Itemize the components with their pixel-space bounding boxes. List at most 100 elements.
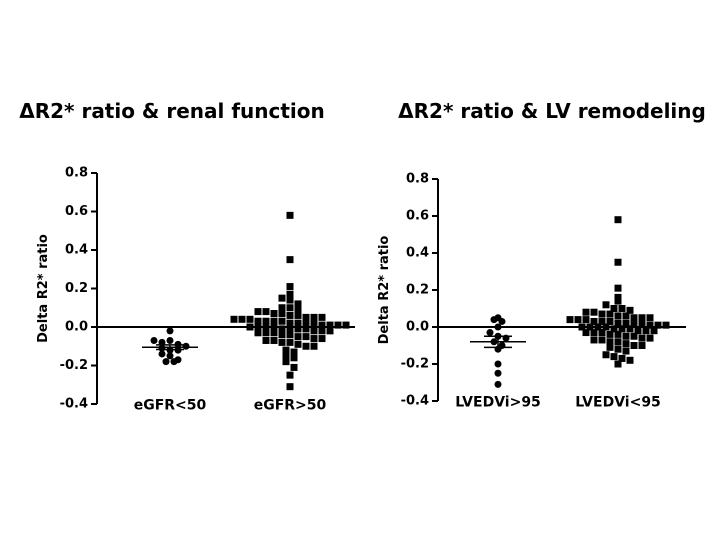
data-point xyxy=(646,334,654,342)
data-point xyxy=(326,321,334,329)
data-point xyxy=(286,296,294,304)
data-point xyxy=(578,323,586,331)
data-point xyxy=(614,258,622,266)
data-point xyxy=(566,316,574,324)
data-point xyxy=(286,371,294,379)
data-point xyxy=(166,336,174,344)
data-point xyxy=(326,327,334,335)
data-point xyxy=(286,338,294,346)
y-tick-label: 0.4 xyxy=(406,246,429,261)
data-point xyxy=(310,319,318,327)
category-label: LVEDVi<95 xyxy=(575,395,661,411)
data-point xyxy=(158,350,166,358)
data-point xyxy=(606,317,614,325)
error-bar xyxy=(484,335,512,349)
data-point xyxy=(302,333,310,341)
y-tick-label: 0.0 xyxy=(406,320,429,335)
data-point xyxy=(246,323,254,331)
data-point xyxy=(598,329,606,337)
data-point xyxy=(278,310,286,318)
data-point xyxy=(602,301,610,309)
data-point xyxy=(614,216,622,224)
data-point xyxy=(318,313,326,321)
data-point xyxy=(630,319,638,327)
data-point xyxy=(634,327,642,335)
category-label: eGFR>50 xyxy=(254,398,327,414)
y-tick-label: 0.8 xyxy=(406,172,429,187)
data-point xyxy=(286,290,294,298)
data-point xyxy=(286,283,294,291)
data-point xyxy=(646,314,654,322)
data-point xyxy=(270,323,278,331)
data-point xyxy=(262,308,270,316)
data-point xyxy=(262,336,270,344)
data-point xyxy=(286,325,294,333)
data-point xyxy=(598,317,606,325)
data-point xyxy=(610,353,618,361)
data-point xyxy=(614,330,622,338)
data-point xyxy=(494,360,502,368)
data-point xyxy=(278,338,286,346)
y-tick-label: 0.8 xyxy=(65,166,88,181)
data-point xyxy=(278,304,286,312)
data-point xyxy=(294,340,302,348)
data-point xyxy=(630,314,638,322)
data-point xyxy=(294,311,302,319)
data-point xyxy=(158,338,166,346)
chart-title: ΔR2* ratio & renal function xyxy=(19,99,325,123)
data-point xyxy=(270,329,278,337)
data-point xyxy=(494,380,502,388)
data-point xyxy=(622,340,630,348)
data-point xyxy=(622,319,630,327)
data-point xyxy=(590,317,598,325)
data-point xyxy=(286,319,294,327)
data-point xyxy=(594,323,602,331)
data-point xyxy=(278,331,286,339)
data-point xyxy=(662,321,670,329)
data-point xyxy=(294,319,302,327)
data-point xyxy=(262,323,270,331)
y-tick-label: 0.4 xyxy=(65,243,88,258)
data-point xyxy=(282,346,290,354)
data-point xyxy=(150,336,158,344)
data-point xyxy=(294,325,302,333)
y-tick-label: -0.4 xyxy=(60,397,88,412)
data-point xyxy=(626,325,634,333)
data-point xyxy=(246,315,254,323)
data-point xyxy=(278,317,286,325)
data-point xyxy=(638,342,646,349)
data-point xyxy=(614,297,622,305)
data-point xyxy=(494,369,502,377)
data-point xyxy=(614,345,622,353)
category-label: eGFR<50 xyxy=(134,398,207,414)
data-point xyxy=(590,336,598,344)
data-point xyxy=(286,311,294,319)
data-point xyxy=(290,363,298,371)
data-point xyxy=(262,329,270,337)
data-point xyxy=(626,306,634,314)
data-point xyxy=(582,308,590,316)
data-point xyxy=(254,329,262,337)
data-point xyxy=(490,316,498,324)
data-point xyxy=(498,317,506,325)
data-point xyxy=(618,354,626,362)
data-point xyxy=(262,317,270,325)
data-point xyxy=(606,338,614,346)
data-point xyxy=(310,313,318,321)
data-point xyxy=(614,319,622,327)
data-point xyxy=(614,312,622,320)
y-tick-label: 0.6 xyxy=(65,204,88,219)
data-point xyxy=(614,360,622,368)
data-point xyxy=(622,312,630,320)
data-point xyxy=(278,325,286,333)
data-point xyxy=(270,310,278,318)
y-tick-label: -0.4 xyxy=(401,394,429,409)
data-point xyxy=(230,315,238,323)
data-point xyxy=(302,325,310,333)
data-point xyxy=(302,342,310,350)
data-point xyxy=(626,356,634,364)
data-point xyxy=(318,321,326,329)
chart-title: ΔR2* ratio & LV remodeling xyxy=(398,99,706,123)
category-label: LVEDVi>95 xyxy=(455,395,541,411)
data-point xyxy=(614,293,622,301)
